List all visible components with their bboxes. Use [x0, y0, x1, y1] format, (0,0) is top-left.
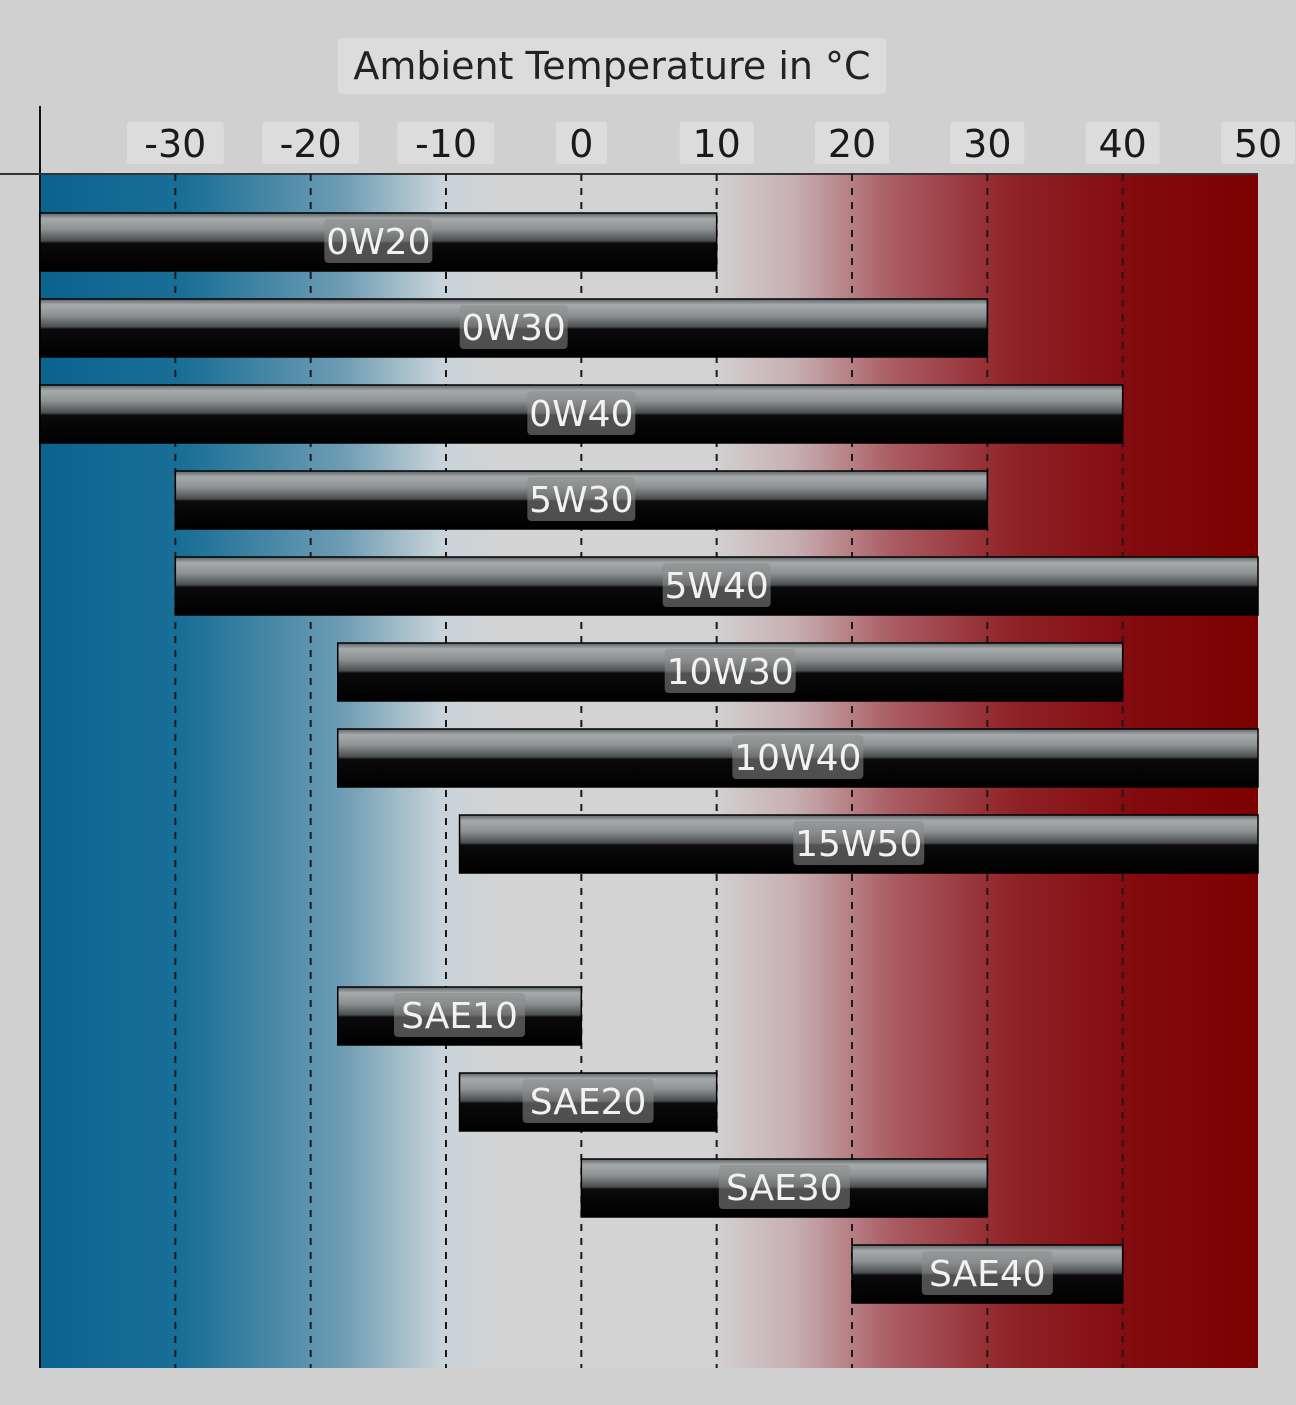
- tick-label-bg: [126, 122, 224, 164]
- tick-label: 40: [1098, 122, 1146, 166]
- tick-label: 30: [963, 122, 1011, 166]
- tick-label-bg: [262, 122, 360, 164]
- bar-sae40: SAE40: [851, 1244, 1124, 1304]
- bar-label: 5W40: [665, 566, 769, 607]
- bar-label: SAE30: [726, 1168, 843, 1209]
- tick-label-bg: [679, 122, 754, 164]
- bar-label-bg: [732, 735, 864, 779]
- bar-label-bg: [527, 391, 636, 435]
- bar-0w20: 0W20: [39, 212, 718, 272]
- bar-label-bg: [793, 821, 925, 865]
- bars: 0W20 0W30 0W40 5W30 5W40 10W30 10W40 15W50 SAE10…: [39, 212, 1259, 1304]
- tick-label-bg: [555, 122, 607, 164]
- bar-0w40: 0W40: [39, 384, 1124, 444]
- bar-sae10: SAE10: [336, 986, 583, 1046]
- tick-label: -10: [415, 122, 477, 166]
- bar-label-bg: [324, 219, 433, 263]
- tick-label-bg: [1221, 122, 1295, 164]
- bar-label: 10W30: [667, 652, 794, 693]
- chart-title-text: Ambient Temperature in °C: [353, 44, 870, 88]
- tick-label: 10: [692, 122, 740, 166]
- tick-label: 0: [569, 122, 593, 166]
- tick-label: -20: [280, 122, 342, 166]
- tick-label: 20: [828, 122, 876, 166]
- bar-sae30: SAE30: [580, 1158, 989, 1218]
- bar-label: 0W40: [529, 394, 633, 435]
- tick-label: 50: [1234, 122, 1282, 166]
- chart-title: Ambient Temperature in °C: [338, 38, 886, 94]
- bar-0w30: 0W30: [39, 298, 989, 358]
- bar-5w30: 5W30: [174, 470, 989, 530]
- bar-label-bg: [527, 477, 636, 521]
- bar-10w40: 10W40: [336, 728, 1259, 788]
- bar-label-bg: [921, 1251, 1053, 1295]
- bar-sae20: SAE20: [458, 1072, 718, 1132]
- bar-label-bg: [664, 649, 796, 693]
- tick-label-bg: [397, 122, 495, 164]
- bar-label-bg: [662, 563, 771, 607]
- x-axis-ticks: -30 -20 -10 0 10 20 30 40 50: [126, 122, 1295, 166]
- tick-label: -30: [144, 122, 206, 166]
- bar-label: SAE40: [929, 1254, 1046, 1295]
- bar-label: 10W40: [734, 738, 861, 779]
- bar-label: 0W20: [326, 222, 430, 263]
- chart-title-bg: [338, 38, 886, 94]
- bar-label: SAE20: [530, 1082, 647, 1123]
- bar-label: SAE10: [401, 996, 518, 1037]
- tick-label-bg: [815, 122, 889, 164]
- bar-label-bg: [394, 993, 526, 1037]
- tick-label-bg: [1085, 122, 1160, 164]
- bar-10w30: 10W30: [336, 642, 1124, 702]
- bar-label: 0W30: [462, 308, 566, 349]
- tick-label-bg: [950, 122, 1025, 164]
- bar-15w50: 15W50: [458, 814, 1259, 874]
- bar-label-bg: [718, 1165, 850, 1209]
- bar-5w40: 5W40: [174, 556, 1259, 616]
- bar-label-bg: [459, 305, 568, 349]
- bar-label: 15W50: [795, 824, 922, 865]
- bar-label: 5W30: [529, 480, 633, 521]
- bar-label-bg: [522, 1079, 654, 1123]
